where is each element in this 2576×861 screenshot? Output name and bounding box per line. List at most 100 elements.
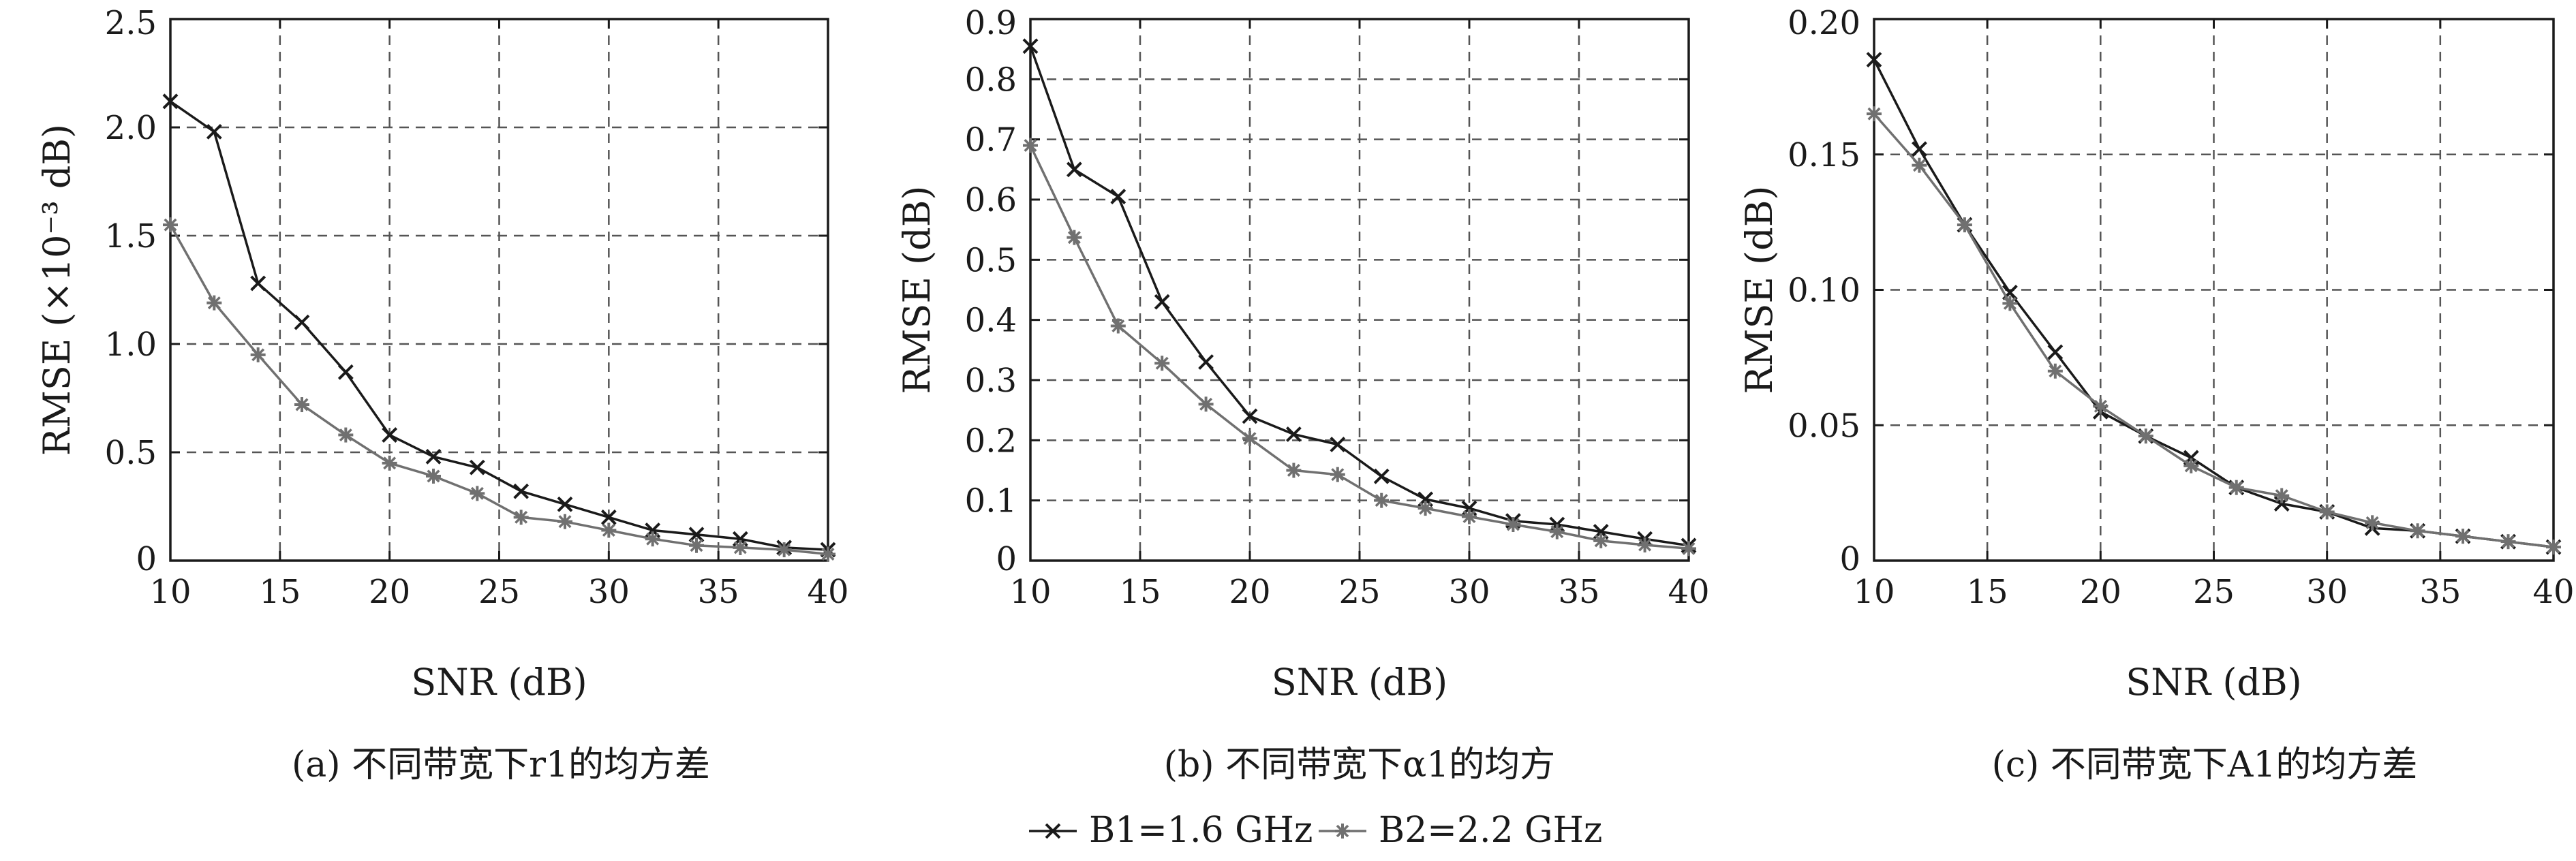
chart-1-y-axis-title: RMSE (dB) <box>895 186 938 394</box>
chart-1-series-1-point-9-d2 <box>1419 501 1432 515</box>
chart-0-series-1-point-2-d2 <box>251 348 265 362</box>
chart-1-series-1-line <box>1029 144 1689 550</box>
chart-1-series-0-point-8-b <box>1373 468 1390 484</box>
chart-2-xtick-label-2: 20 <box>2080 573 2121 611</box>
chart-1-series-0-point-0-b <box>1022 38 1039 54</box>
chart-2-series-1-point-5-d2 <box>2094 399 2107 413</box>
chart-1-series-0-point-2 <box>1110 189 1126 204</box>
chart-1-series-1-point-1 <box>1067 230 1082 245</box>
chart-2-series-1-point-3-d2 <box>2003 296 2017 310</box>
legend-star-d2 <box>1336 824 1349 838</box>
chart-2-series-0-point-0 <box>1866 52 1882 68</box>
chart-2-series-0-point-4 <box>2047 344 2064 360</box>
chart-1-series-1-point-12 <box>1549 524 1565 539</box>
chart-0-series-1 <box>163 217 835 562</box>
chart-2-series-1-point-13-d2 <box>2456 529 2470 543</box>
chart-0-series-1-point-14-d2 <box>778 543 791 557</box>
chart-1-xtick-label-2: 20 <box>1229 573 1270 611</box>
chart-0-series-1-point-1 <box>206 295 222 311</box>
chart-1-xtick-label-6: 40 <box>1668 573 1709 611</box>
chart-1-series-0-point-5-b <box>1242 408 1258 424</box>
chart-0-series-0-point-4-b <box>337 364 354 380</box>
chart-2-xtick-label-3: 25 <box>2193 573 2235 611</box>
chart-1-series-0-point-2-b <box>1110 189 1126 204</box>
chart-0-series-1-point-12-d2 <box>690 539 703 552</box>
chart-1-series-0-point-0 <box>1022 38 1039 54</box>
chart-1-series-0-line <box>1029 46 1689 547</box>
chart-0-series-0-point-1-b <box>206 123 222 140</box>
chart-1-ytick-label-0: 0 <box>996 540 1017 578</box>
legend-label-B2: B2=2.2 GHz <box>1379 810 1602 851</box>
chart-1-ytick-label-7: 0.7 <box>965 121 1017 159</box>
chart-0-series-1-point-5-d2 <box>383 456 397 470</box>
chart-0-series-1-point-5 <box>382 455 397 471</box>
chart-0-series-1-point-8-d2 <box>515 510 528 524</box>
legend-x-b <box>1045 823 1061 839</box>
chart-2-series-0-point-0-b <box>1866 52 1882 68</box>
chart-2-series-0-point-1 <box>1912 141 1927 157</box>
chart-0-series-1-point-13 <box>733 539 748 555</box>
chart-1-series-1-point-8-d2 <box>1375 494 1388 507</box>
chart-0-series-1-point-6-d2 <box>427 469 440 483</box>
chart-2-xtick-label-6: 40 <box>2532 573 2574 611</box>
chart-0-series-1-point-2 <box>250 347 266 362</box>
chart-2: 10 15 20 25 30 35 40 0 0.05 0.10 0.15 0.20 SNR (dB) R… <box>1738 4 2575 785</box>
chart-2-ytick-label-3: 0.15 <box>1788 136 1860 174</box>
chart-2-series-1-point-3 <box>2002 296 2018 311</box>
chart-0-series-1-point-3 <box>294 397 309 413</box>
chart-1-xtick-label-1: 15 <box>1119 573 1161 611</box>
chart-0-series-1-point-12 <box>689 537 704 553</box>
chart-0-series-0-point-10-b <box>600 509 617 525</box>
chart-1-series-0-point-7 <box>1330 437 1346 452</box>
chart-1-series-0-point-5 <box>1242 408 1258 424</box>
chart-0-series-1-point-4 <box>338 427 354 443</box>
chart-1-series-1-point-4-d2 <box>1199 397 1213 411</box>
legend-star-marker <box>1335 824 1350 839</box>
chart-2-series-1-point-11-d2 <box>2365 516 2379 529</box>
chart-1-series-1-point-9 <box>1417 501 1433 516</box>
chart-1-series-1-point-14 <box>1637 537 1653 553</box>
chart-0-series-0-point-5-b <box>382 427 398 443</box>
chart-1-series-0-point-1 <box>1066 161 1082 178</box>
chart-1-series-1-point-13-d2 <box>1594 534 1608 548</box>
chart-1-ytick-label-5: 0.5 <box>965 241 1017 279</box>
chart-1-series-1-point-5-d2 <box>1243 432 1257 445</box>
charts-group: 10 15 20 25 30 35 40 0 0.5 1.0 1.5 2.0 2.5 SNR (dB) RM… <box>35 4 2575 785</box>
chart-0-series-1-point-15 <box>821 546 835 562</box>
chart-0-series-1-point-7 <box>470 486 485 501</box>
chart-2-series-1 <box>1867 106 2561 555</box>
chart-1-series-1-point-11 <box>1505 517 1521 532</box>
chart-1-series-0-point-3 <box>1154 294 1170 310</box>
legend: B1=1.6 GHz B2=2.2 GHz <box>1029 810 1602 851</box>
chart-0-xtick-label-0: 10 <box>149 573 191 611</box>
chart-2-xtick-label-1: 15 <box>1967 573 2008 611</box>
chart-2-series-1-point-15-d2 <box>2547 540 2560 554</box>
chart-0-series-1-point-4-d2 <box>339 428 352 442</box>
chart-0-xtick-label-5: 35 <box>698 573 739 611</box>
chart-1-series-1-point-13 <box>1593 533 1609 548</box>
chart-2-series-0-point-1-b <box>1912 141 1927 157</box>
chart-1-ytick-label-3: 0.3 <box>965 362 1017 400</box>
chart-0-series-0-point-7-b <box>469 459 485 475</box>
chart-1: 10 15 20 25 30 35 40 0 0.1 0.2 0.3 0.4 0.5 0.6 0.7 0.8 0… <box>895 4 1710 785</box>
chart-0-series-1-point-10 <box>601 522 617 538</box>
chart-0-series-1-point-13-d2 <box>733 541 747 554</box>
chart-1-x-axis-title: SNR (dB) <box>1272 661 1447 704</box>
chart-2-series-1-point-0 <box>1867 106 1882 122</box>
chart-0-ytick-label-4: 2.0 <box>105 109 157 147</box>
chart-0-y-axis-title: RMSE (×10⁻³ dB) <box>35 124 78 456</box>
chart-0-series-0-point-3-b <box>294 314 310 330</box>
chart-1-series-1-point-5 <box>1242 430 1257 446</box>
chart-0-xtick-label-2: 20 <box>369 573 410 611</box>
chart-0-series-1-line <box>169 224 829 556</box>
chart-1-ytick-label-1: 0.1 <box>965 482 1017 520</box>
chart-0-xtick-label-6: 40 <box>807 573 848 611</box>
chart-0-ytick-label-2: 1.0 <box>105 326 157 364</box>
chart-1-series-1-point-7-d2 <box>1331 468 1345 482</box>
chart-1-series-0-point-7-b <box>1330 437 1346 452</box>
chart-2-series-1-point-7-d2 <box>2184 459 2198 473</box>
chart-1-xtick-label-4: 30 <box>1448 573 1490 611</box>
chart-1-series-0-point-1-b <box>1066 161 1082 178</box>
chart-2-series-1-point-10-d2 <box>2320 505 2334 518</box>
